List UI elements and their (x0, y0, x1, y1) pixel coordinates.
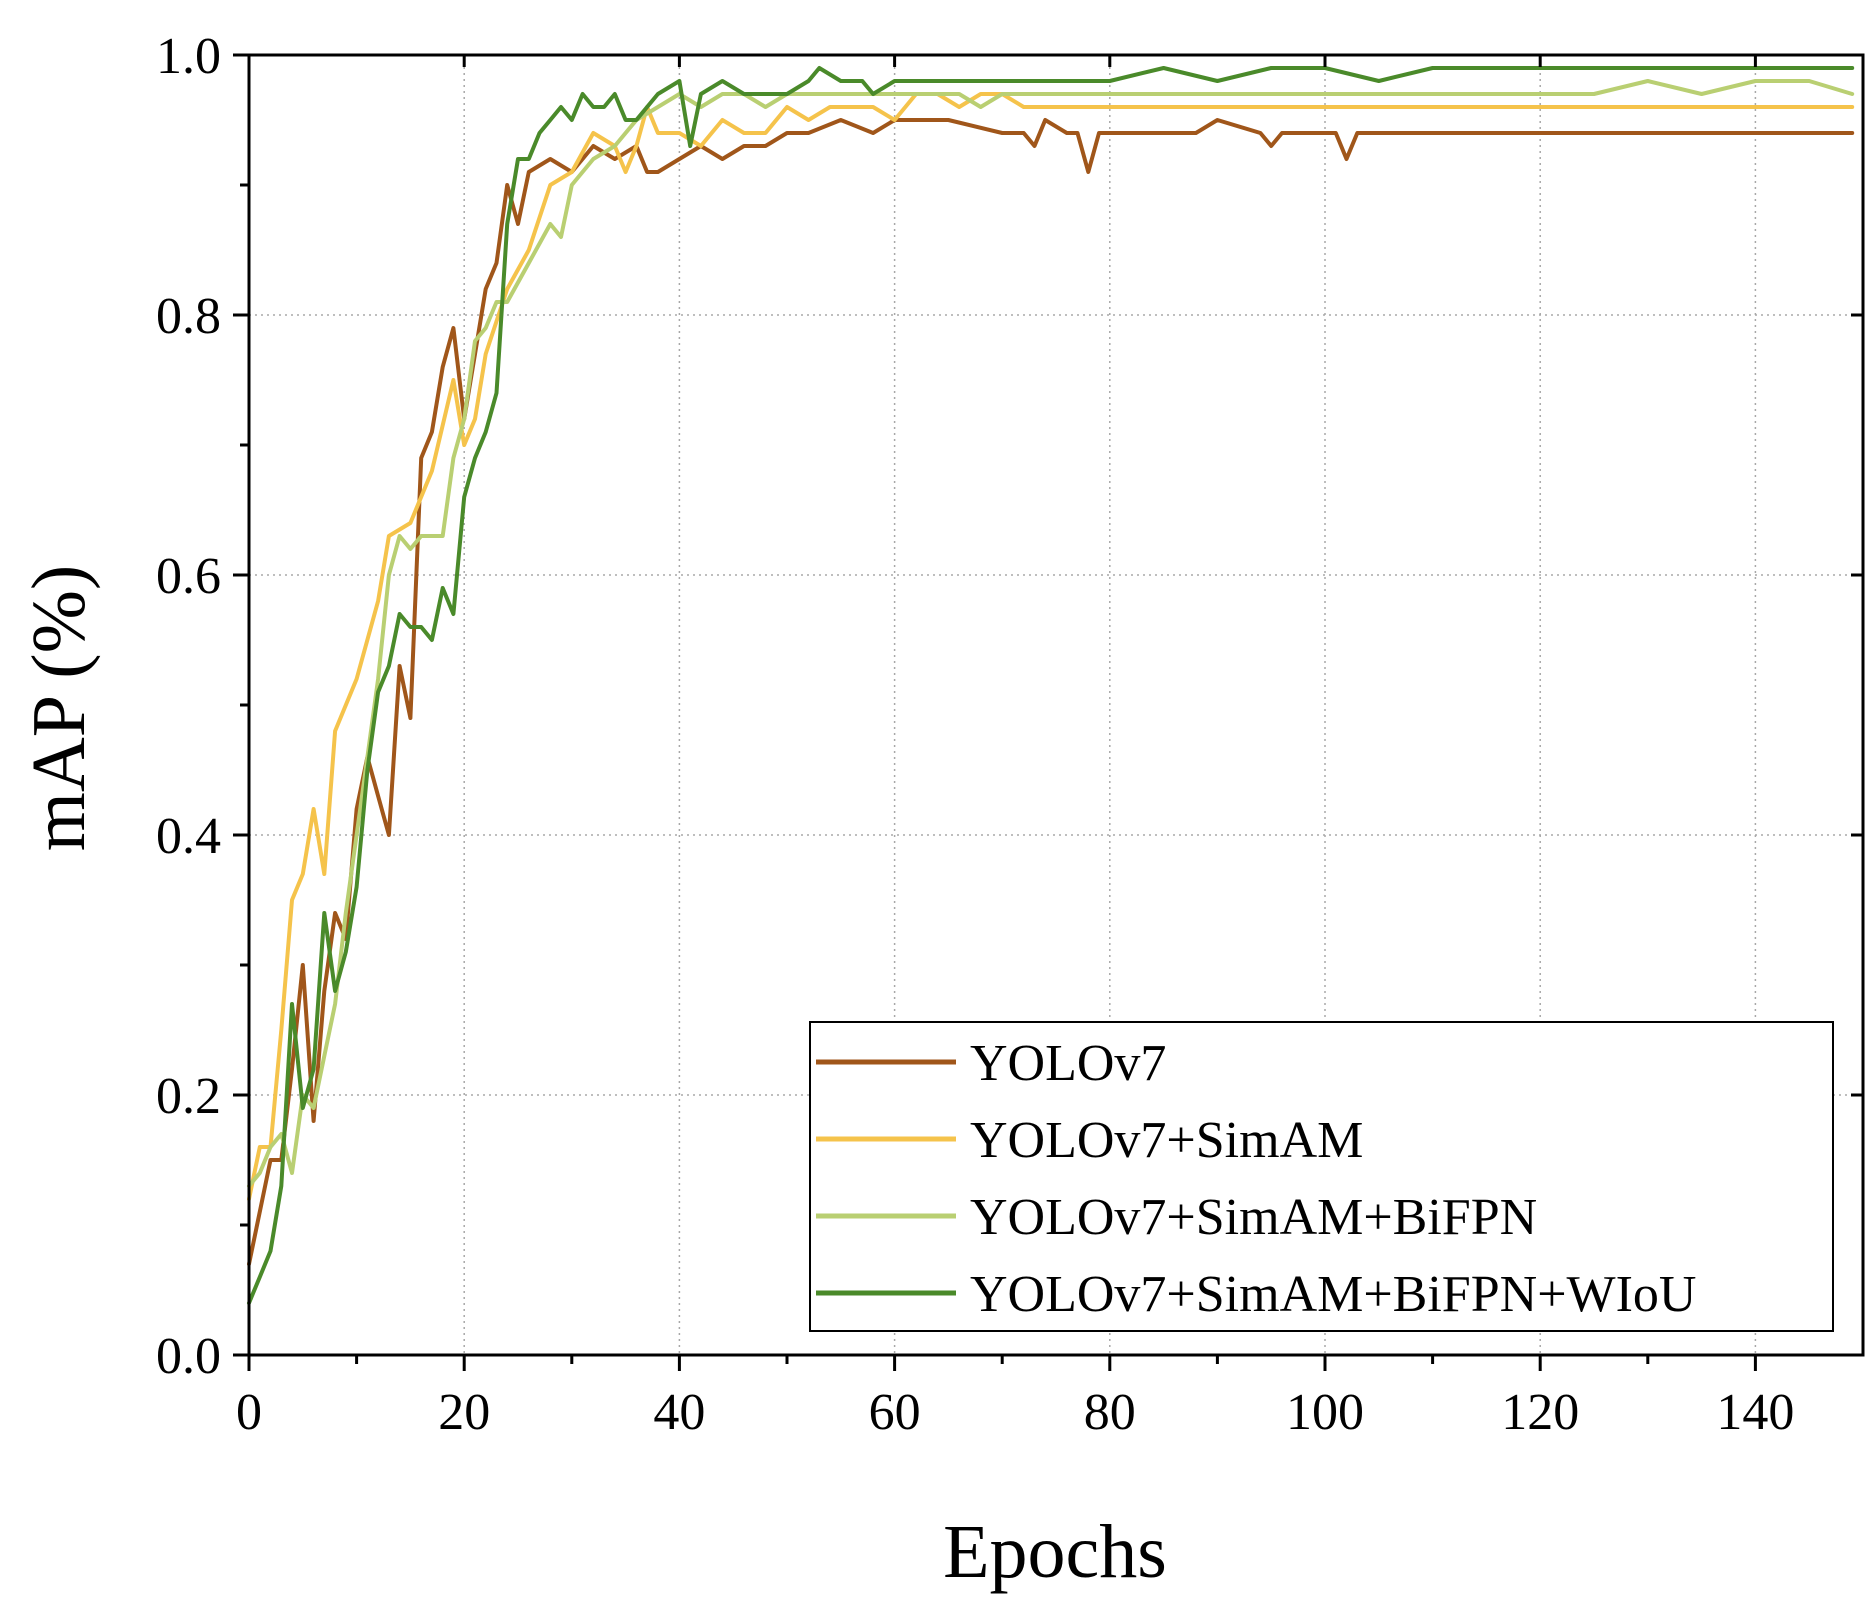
legend-label: YOLOv7 (970, 1035, 1166, 1092)
x-tick-label: 60 (869, 1384, 921, 1441)
series-lines (247, 66, 1855, 1305)
x-tick-label: 40 (653, 1384, 705, 1441)
tick-labels: 0 20 40 60 80 100 120 140 0.0 0.2 0.4 0.6 0.8 1.0 (156, 28, 1794, 1441)
x-tick-label: 80 (1084, 1384, 1136, 1441)
series-line-4 (247, 66, 1855, 1305)
y-tick-label: 1.0 (156, 28, 221, 85)
x-axis-title: Epochs (943, 1510, 1167, 1594)
axes (233, 53, 1865, 1371)
x-tick-label: 120 (1501, 1384, 1579, 1441)
plot-frame (247, 53, 1865, 1357)
y-tick-label: 0.6 (156, 548, 221, 605)
series-line-1 (247, 118, 1855, 1266)
x-tick-label: 0 (236, 1384, 262, 1441)
y-axis-title: mAP (%) (17, 565, 101, 851)
legend-label: YOLOv7+SimAM+BiFPN+WIoU (970, 1266, 1696, 1323)
legend-label: YOLOv7+SimAM (970, 1112, 1363, 1169)
y-tick-label: 0.4 (156, 808, 221, 865)
x-tick-label: 140 (1716, 1384, 1794, 1441)
y-tick-label: 0.2 (156, 1068, 221, 1125)
legend-box (809, 1021, 1834, 1332)
x-tick-label: 100 (1286, 1384, 1364, 1441)
legend: YOLOv7 YOLOv7+SimAM YOLOv7+SimAM+BiFPN YOLO… (809, 1021, 1834, 1332)
x-tick-label: 20 (438, 1384, 490, 1441)
y-tick-label: 0.8 (156, 288, 221, 345)
legend-label: YOLOv7+SimAM+BiFPN (970, 1189, 1537, 1246)
y-tick-label: 0.0 (156, 1328, 221, 1385)
